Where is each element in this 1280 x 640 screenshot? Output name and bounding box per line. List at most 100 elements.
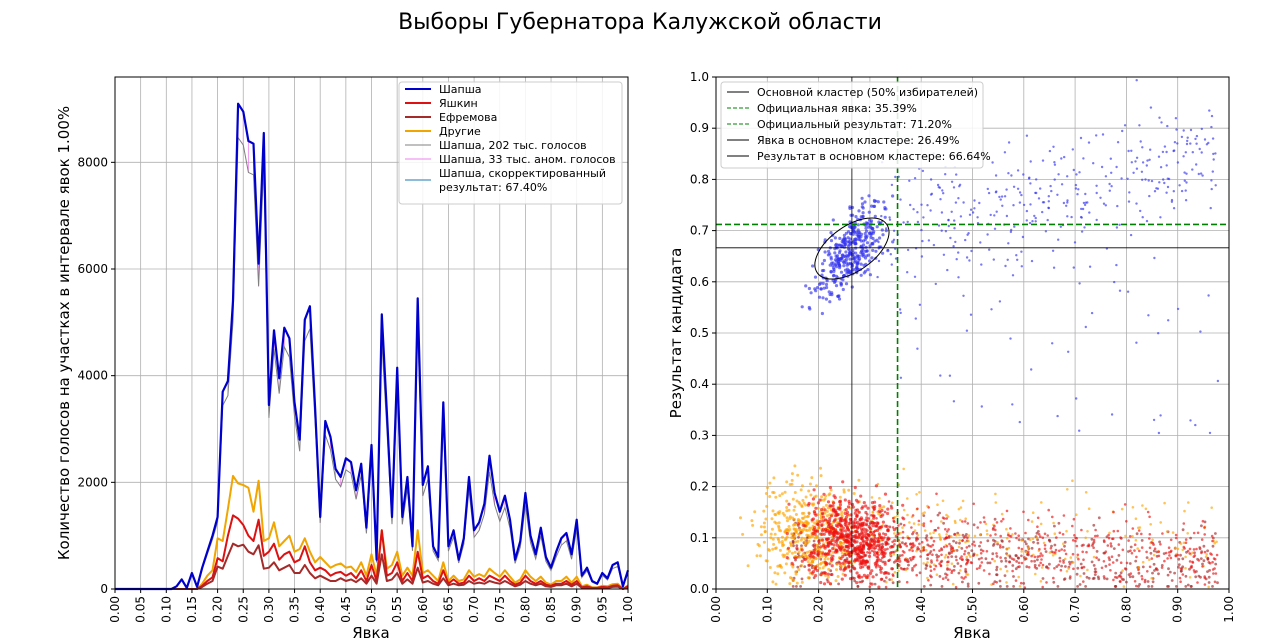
scatter-point xyxy=(1071,539,1075,542)
scatter-point xyxy=(864,226,868,230)
scatter-point xyxy=(762,525,766,529)
scatter-point xyxy=(771,490,775,494)
scatter-point xyxy=(1039,580,1043,583)
scatter-point xyxy=(867,517,871,520)
scatter-point xyxy=(797,568,801,572)
left-ticks: 0.00 0.05 0.10 0.15 0.20 0.25 0.30 0.35 0.40 0.45… xyxy=(77,155,635,622)
scatter-point xyxy=(932,548,936,552)
scatter-point xyxy=(811,264,815,268)
left-x-tick-label: 0.10 xyxy=(159,596,173,623)
scatter-point xyxy=(932,531,935,534)
scatter-point xyxy=(1034,220,1037,223)
right-x-axis-label: Явка xyxy=(953,624,991,640)
scatter-point xyxy=(793,464,797,468)
scatter-point xyxy=(1072,517,1076,521)
scatter-point xyxy=(944,230,948,233)
scatter-point xyxy=(860,548,864,552)
scatter-point xyxy=(911,566,914,570)
scatter-point xyxy=(901,516,904,519)
scatter-point xyxy=(1028,538,1032,541)
scatter-point xyxy=(853,546,857,550)
scatter-point xyxy=(1150,557,1154,560)
scatter-point xyxy=(1037,197,1041,200)
scatter-point xyxy=(1001,204,1004,207)
scatter-point xyxy=(1012,585,1015,588)
scatter-point xyxy=(979,241,982,244)
scatter-point xyxy=(825,279,829,283)
scatter-point xyxy=(911,568,914,572)
scatter-point xyxy=(864,229,869,233)
scatter-point xyxy=(995,581,998,584)
scatter-point xyxy=(1052,145,1055,148)
scatter-point xyxy=(862,544,865,547)
scatter-point xyxy=(1201,565,1204,568)
scatter-point xyxy=(819,474,823,478)
scatter-point xyxy=(860,506,864,510)
scatter-point xyxy=(1027,177,1031,180)
scatter-point xyxy=(898,554,902,558)
scatter-point xyxy=(1067,350,1070,353)
scatter-point xyxy=(1184,541,1188,544)
scatter-point xyxy=(805,515,809,519)
scatter-point xyxy=(921,239,924,243)
scatter-point xyxy=(935,573,939,576)
scatter-point xyxy=(868,526,871,530)
scatter-point xyxy=(838,249,842,253)
scatter-point xyxy=(1013,225,1016,228)
scatter-point xyxy=(1207,581,1211,584)
scatter-point xyxy=(916,347,919,350)
scatter-point xyxy=(815,535,819,539)
scatter-point xyxy=(945,533,948,536)
left-legend-label: Другие xyxy=(439,125,481,138)
left-legend-label: Шапша, скорректированный xyxy=(439,167,606,180)
scatter-point xyxy=(1167,319,1170,322)
scatter-point xyxy=(1158,181,1161,184)
scatter-point xyxy=(812,555,816,559)
scatter-point xyxy=(833,496,837,500)
scatter-point xyxy=(1072,168,1076,172)
scatter-point xyxy=(857,478,861,482)
scatter-point xyxy=(834,262,838,266)
scatter-point xyxy=(871,540,874,544)
scatter-point xyxy=(906,536,910,540)
scatter-point xyxy=(800,544,803,548)
scatter-point xyxy=(756,542,760,546)
scatter-point xyxy=(1176,547,1180,551)
scatter-point xyxy=(889,253,892,256)
scatter-point xyxy=(966,584,970,588)
right-ticks: 0.00 0.10 0.20 0.30 0.40 0.50 0.60 0.70 0.80 0.90… xyxy=(690,70,1236,623)
scatter-point xyxy=(830,564,834,568)
scatter-point xyxy=(760,533,763,537)
left-x-tick-label: 0.50 xyxy=(365,596,379,623)
scatter-point xyxy=(771,537,775,541)
scatter-point xyxy=(1175,585,1178,588)
scatter-point xyxy=(940,553,943,557)
scatter-point xyxy=(880,228,884,232)
scatter-point xyxy=(878,558,883,563)
scatter-point xyxy=(856,267,860,271)
right-x-tick-label: 1.00 xyxy=(1222,596,1236,623)
scatter-point xyxy=(1170,200,1174,203)
scatter-point xyxy=(963,550,967,553)
left-y-tick-label: 2000 xyxy=(77,475,108,489)
scatter-point xyxy=(1149,551,1153,555)
scatter-point xyxy=(1214,532,1217,535)
scatter-point xyxy=(799,531,803,535)
scatter-point xyxy=(1182,155,1185,158)
right-x-tick-label: 0.10 xyxy=(760,596,774,623)
scatter-point xyxy=(817,539,821,544)
scatter-point xyxy=(1022,582,1026,585)
scatter-point xyxy=(1056,193,1059,196)
scatter-point xyxy=(958,541,961,545)
scatter-point xyxy=(805,541,809,545)
scatter-point xyxy=(973,534,977,538)
scatter-point xyxy=(992,582,995,585)
scatter-point xyxy=(1022,510,1025,514)
scatter-point xyxy=(992,258,995,261)
scatter-point xyxy=(1149,148,1152,151)
scatter-point xyxy=(967,544,971,548)
scatter-point xyxy=(953,227,956,230)
scatter-point xyxy=(1116,204,1119,208)
scatter-point xyxy=(860,537,863,541)
scatter-point xyxy=(984,557,988,561)
